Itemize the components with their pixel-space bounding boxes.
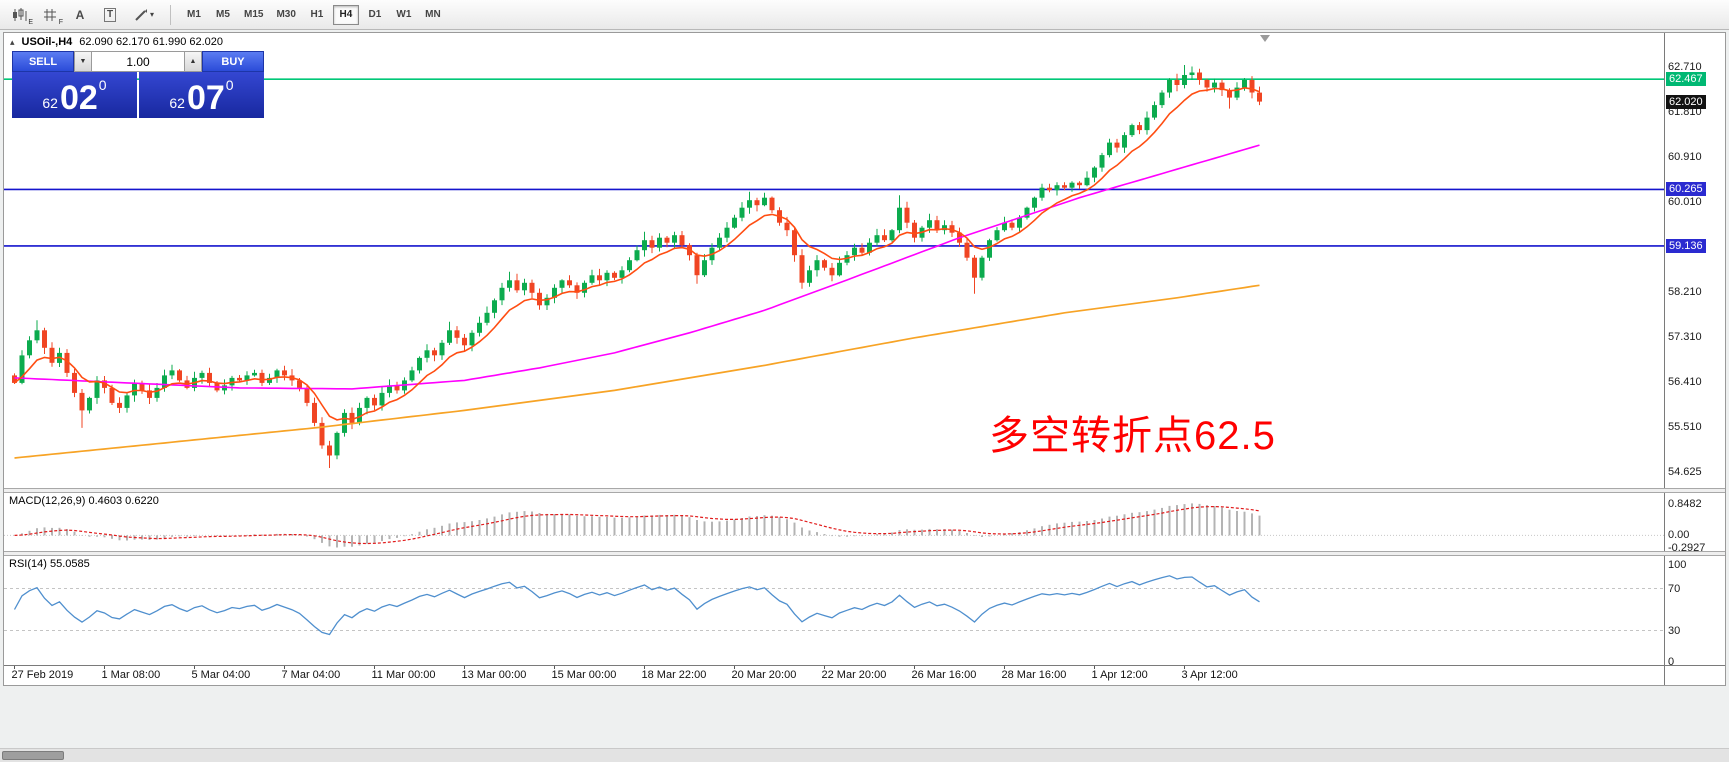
timeframe-M30[interactable]: M30	[276, 9, 296, 20]
buy-button[interactable]: BUY	[202, 51, 264, 72]
pencil-icon	[135, 8, 147, 21]
one-click-trade-panel: SELL ▼ ▲ BUY 62 02 0 62 07 0	[12, 51, 264, 118]
collapse-panel-icon[interactable]: ▴	[10, 36, 15, 47]
axis-tick-label: 61.810	[1668, 106, 1702, 118]
horizontal-scrollbar[interactable]	[0, 748, 1729, 762]
time-axis-label: 28 Mar 16:00	[1001, 669, 1067, 681]
scrollbar-thumb[interactable]	[2, 751, 64, 760]
chart-shift-marker[interactable]	[1260, 35, 1270, 42]
timeframe-buttons: M1 M5 M15 M30 H1 H4 D1 W1 MN	[181, 4, 446, 25]
ask-point: 0	[225, 77, 234, 93]
ask-price-box[interactable]: 62 07 0	[139, 72, 264, 118]
timeframe-M15[interactable]: M15	[244, 9, 264, 20]
time-axis-label: 7 Mar 04:00	[281, 669, 341, 681]
axis-tick-label: 100	[1668, 559, 1687, 571]
timeframe-M5[interactable]: M5	[216, 9, 230, 20]
axis-tick-label: 0.00	[1668, 529, 1690, 541]
axis-tick-label: 0.8482	[1668, 498, 1702, 510]
chart-window: 62.710 61.810 60.910 60.010 58.210 57.310 56.4…	[3, 32, 1726, 686]
symbol-title: USOil-,H4	[21, 36, 73, 48]
ask-prefix: 62	[169, 95, 185, 111]
bid-pips: 02	[59, 78, 98, 117]
time-axis-label: 18 Mar 22:00	[641, 669, 707, 681]
price-axis[interactable]: 62.710 61.810 60.910 60.010 58.210 57.310 56.4…	[1664, 33, 1725, 685]
chevron-down-icon: ▾	[149, 10, 154, 19]
ask-pips: 07	[186, 78, 225, 117]
text-icon: T	[103, 7, 117, 22]
axis-tick-label: 58.210	[1668, 286, 1702, 298]
text-tool-button[interactable]: T	[96, 4, 124, 26]
axis-tick-label: 57.310	[1668, 331, 1702, 343]
hotkey-label: F	[58, 18, 63, 26]
axis-tick-label: 62.710	[1668, 61, 1702, 73]
axis-tick-label: 56.410	[1668, 376, 1702, 388]
volume-decrease-button[interactable]: ▼	[74, 51, 92, 72]
price-axis-badge: 62.467	[1666, 72, 1706, 86]
timeframe-M1[interactable]: M1	[187, 9, 201, 20]
macd-label: MACD(12,26,9) 0.4603 0.6220	[9, 495, 159, 507]
grid-button[interactable]: F	[36, 4, 64, 26]
bid-prefix: 62	[42, 95, 58, 111]
time-axis-label: 27 Feb 2019	[11, 669, 74, 681]
chart-header: ▴ USOil-,H4 62.090 62.170 61.990 62.020	[10, 36, 223, 48]
axis-tick-label: 60.910	[1668, 151, 1702, 163]
pane-splitter[interactable]	[4, 488, 1725, 493]
axis-tick-label: 70	[1668, 583, 1681, 595]
time-axis-label: 11 Mar 00:00	[371, 669, 436, 681]
candlestick-icon	[13, 7, 27, 21]
ohlc-values: 62.090 62.170 61.990 62.020	[79, 36, 224, 48]
volume-increase-button[interactable]: ▲	[184, 51, 202, 72]
cursor-icon: A	[75, 7, 85, 22]
chart-type-button[interactable]: E	[6, 4, 34, 26]
rsi-label: RSI(14) 55.0585	[9, 558, 90, 570]
axis-tick-label: 30	[1668, 625, 1681, 637]
axis-tick-label: 0	[1668, 656, 1675, 668]
bid-point: 0	[98, 77, 107, 93]
axis-tick-label: 54.625	[1668, 466, 1702, 478]
crosshair-button[interactable]: A	[66, 4, 94, 26]
grid-icon	[44, 8, 56, 21]
time-axis-line	[4, 665, 1725, 666]
price-axis-badge: 62.020	[1666, 95, 1706, 109]
draw-tools-button[interactable]: ▾	[126, 4, 162, 26]
hotkey-label: E	[28, 18, 33, 26]
price-axis-badge: 59.136	[1666, 239, 1706, 253]
timeframe-H4[interactable]: H4	[332, 4, 359, 25]
toolbar-separator	[170, 4, 171, 25]
timeframe-D1[interactable]: D1	[368, 9, 382, 20]
time-axis-label: 1 Mar 08:00	[101, 669, 161, 681]
chart-annotation: 多空转折点62.5	[989, 414, 1276, 458]
time-axis-label: 20 Mar 20:00	[731, 669, 797, 681]
time-axis-label: 3 Apr 12:00	[1181, 669, 1238, 681]
time-axis-label: 26 Mar 16:00	[911, 669, 977, 681]
time-axis-label: 15 Mar 00:00	[551, 669, 617, 681]
timeframe-H1[interactable]: H1	[310, 9, 324, 20]
toolbar: E F A T ▾ M1 M5 M15 M30 H1 H4 D1 W1 MN	[0, 0, 1729, 30]
bid-price-box[interactable]: 62 02 0	[12, 72, 137, 118]
axis-tick-label: 60.010	[1668, 196, 1702, 208]
chart-canvas[interactable]	[4, 33, 1664, 685]
volume-input[interactable]	[92, 51, 184, 72]
time-axis-label: 22 Mar 20:00	[821, 669, 887, 681]
timeframe-W1[interactable]: W1	[396, 9, 412, 20]
timeframe-MN[interactable]: MN	[425, 9, 441, 20]
axis-tick-label: 55.510	[1668, 421, 1702, 433]
price-axis-badge: 60.265	[1666, 182, 1706, 196]
sell-button[interactable]: SELL	[12, 51, 74, 72]
time-axis-label: 13 Mar 00:00	[461, 669, 527, 681]
time-axis-label: 1 Apr 12:00	[1091, 669, 1148, 681]
time-axis-label: 5 Mar 04:00	[191, 669, 251, 681]
pane-splitter[interactable]	[4, 551, 1725, 556]
